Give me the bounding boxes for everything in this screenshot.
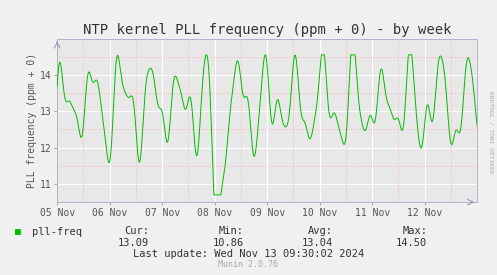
Text: pll-freq: pll-freq (32, 227, 83, 237)
Text: Munin 2.0.76: Munin 2.0.76 (219, 260, 278, 269)
Text: RRDTOOL / TOBI OETIKER: RRDTOOL / TOBI OETIKER (488, 91, 493, 173)
Text: ■: ■ (15, 227, 21, 237)
Text: 13.09: 13.09 (118, 238, 149, 248)
Text: Max:: Max: (403, 226, 427, 236)
Y-axis label: PLL frequency (ppm + 0): PLL frequency (ppm + 0) (27, 53, 37, 188)
Text: Cur:: Cur: (124, 226, 149, 236)
Text: Avg:: Avg: (308, 226, 333, 236)
Title: NTP kernel PLL frequency (ppm + 0) - by week: NTP kernel PLL frequency (ppm + 0) - by … (83, 23, 451, 37)
Text: 10.86: 10.86 (212, 238, 244, 248)
Text: 13.04: 13.04 (302, 238, 333, 248)
Text: Last update: Wed Nov 13 09:30:02 2024: Last update: Wed Nov 13 09:30:02 2024 (133, 249, 364, 259)
Text: Min:: Min: (219, 226, 244, 236)
Text: 14.50: 14.50 (396, 238, 427, 248)
